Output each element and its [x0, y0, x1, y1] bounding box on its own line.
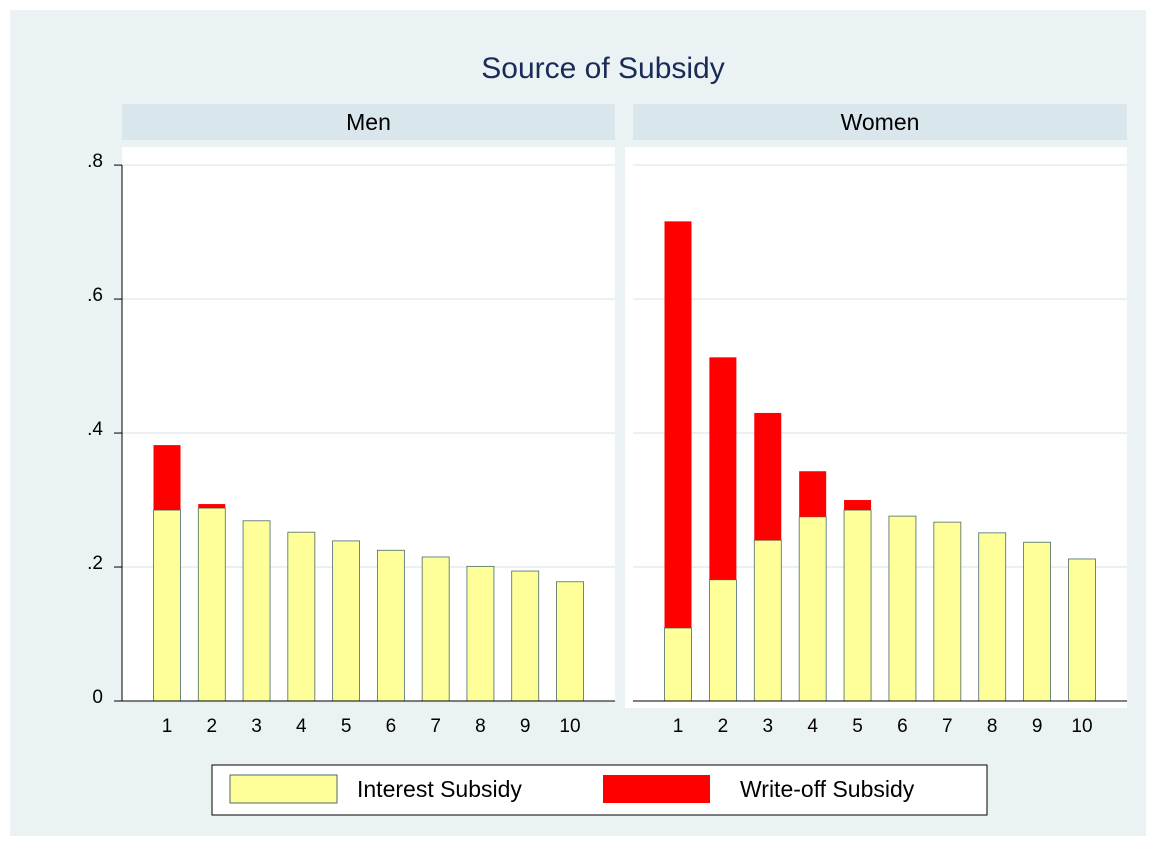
bar [197, 507, 226, 702]
x-tick-label: 2 [718, 716, 729, 737]
bar [511, 570, 540, 702]
x-tick-label: 10 [1071, 716, 1092, 737]
x-tick-label: 4 [807, 716, 818, 737]
bar [888, 515, 917, 702]
bar [933, 521, 962, 702]
x-tick-label: 10 [559, 716, 580, 737]
x-tick-label: 2 [206, 716, 217, 737]
bar [153, 445, 181, 511]
y-tick-label: .2 [87, 553, 103, 574]
bar [376, 549, 405, 702]
plot-area [122, 147, 615, 701]
x-tick-label: 8 [987, 716, 998, 737]
bar [664, 627, 692, 702]
x-tick-label: 3 [251, 716, 262, 737]
legend-swatch [603, 775, 710, 803]
x-tick-label: 3 [762, 716, 773, 737]
y-tick-label: .4 [87, 419, 103, 440]
legend-swatch [229, 774, 338, 804]
x-tick-label: 6 [386, 716, 397, 737]
bar [978, 532, 1007, 702]
bar [799, 471, 827, 517]
legend-label: Interest Subsidy [357, 776, 522, 802]
panel-header [633, 104, 1127, 140]
x-tick-label: 9 [520, 716, 531, 737]
plot-area [625, 147, 1127, 708]
bar [798, 516, 827, 702]
x-tick-label: 9 [1032, 716, 1043, 737]
legend-box [211, 764, 988, 816]
legend-label: Write-off Subsidy [740, 776, 915, 802]
bar [843, 509, 872, 702]
bar [754, 412, 782, 541]
bar [1068, 558, 1096, 702]
x-tick-label: 6 [897, 716, 908, 737]
x-tick-label: 5 [341, 716, 352, 737]
bar [844, 500, 872, 511]
bar [753, 539, 782, 702]
x-tick-label: 4 [296, 716, 307, 737]
bar [421, 556, 450, 702]
bar [664, 221, 692, 628]
bar [153, 509, 181, 702]
x-tick-label: 5 [852, 716, 863, 737]
panel-title: Men [346, 109, 391, 135]
x-tick-label: 1 [673, 716, 684, 737]
bar [332, 540, 361, 702]
bar [708, 579, 737, 702]
chart-title: Source of Subsidy [481, 52, 724, 85]
x-tick-label: 8 [475, 716, 486, 737]
x-tick-label: 7 [430, 716, 441, 737]
bar [198, 504, 226, 509]
bar [466, 565, 495, 702]
y-tick-label: .6 [87, 285, 103, 306]
bar [709, 357, 737, 580]
bar [287, 531, 316, 702]
panel-title: Women [841, 109, 920, 135]
y-tick-label: 0 [92, 687, 103, 708]
bar [242, 520, 271, 702]
x-tick-label: 7 [942, 716, 953, 737]
panel-header [122, 104, 615, 140]
x-tick-label: 1 [162, 716, 173, 737]
bar [1023, 541, 1052, 702]
y-tick-label: .8 [87, 151, 103, 172]
bar [556, 581, 584, 702]
